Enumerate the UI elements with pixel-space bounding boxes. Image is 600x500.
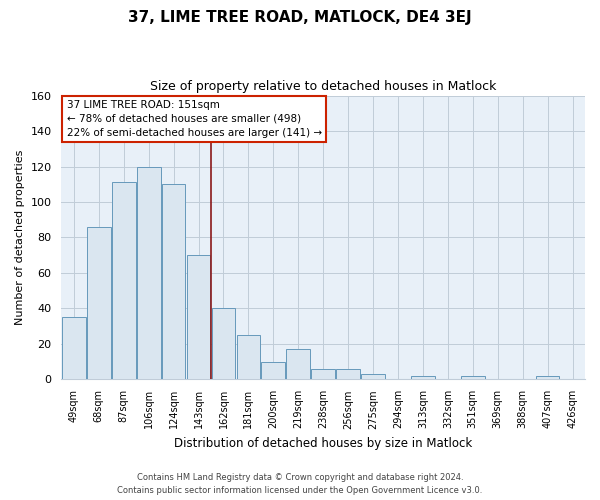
Bar [137,166,161,380]
Text: 37, LIME TREE ROAD, MATLOCK, DE4 3EJ: 37, LIME TREE ROAD, MATLOCK, DE4 3EJ [128,10,472,25]
Title: Size of property relative to detached houses in Matlock: Size of property relative to detached ho… [150,80,496,93]
Bar [62,318,86,380]
Bar [212,308,235,380]
X-axis label: Distribution of detached houses by size in Matlock: Distribution of detached houses by size … [174,437,472,450]
Bar [112,182,136,380]
Bar [87,227,110,380]
Bar [236,335,260,380]
Text: 37 LIME TREE ROAD: 151sqm
← 78% of detached houses are smaller (498)
22% of semi: 37 LIME TREE ROAD: 151sqm ← 78% of detac… [67,100,322,138]
Bar [262,362,285,380]
Bar [461,376,485,380]
Text: Contains HM Land Registry data © Crown copyright and database right 2024.
Contai: Contains HM Land Registry data © Crown c… [118,474,482,495]
Bar [536,376,559,380]
Bar [162,184,185,380]
Bar [361,374,385,380]
Y-axis label: Number of detached properties: Number of detached properties [15,150,25,325]
Bar [411,376,435,380]
Bar [286,350,310,380]
Bar [187,255,211,380]
Bar [336,369,360,380]
Bar [311,369,335,380]
